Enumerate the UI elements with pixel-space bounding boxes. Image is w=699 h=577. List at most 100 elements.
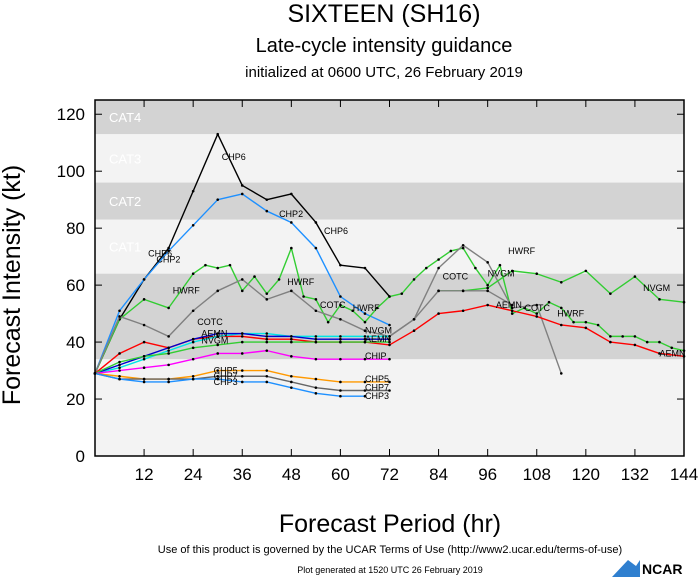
data-point — [265, 374, 269, 378]
data-point — [510, 309, 514, 313]
series-label: COTC — [320, 300, 346, 310]
y-tick-label: 120 — [57, 105, 85, 124]
data-point — [240, 340, 244, 344]
data-point — [339, 389, 342, 392]
series-line-chp3 — [94, 372, 365, 397]
x-tick-label: 144 — [670, 465, 698, 484]
category-label: CAT1 — [109, 240, 141, 255]
category-label: CAT3 — [109, 151, 141, 166]
data-point — [167, 352, 170, 355]
data-point — [486, 303, 489, 307]
category-label: CAT4 — [109, 110, 141, 125]
data-point — [363, 337, 367, 341]
data-point — [339, 357, 342, 361]
data-point — [314, 309, 318, 313]
data-point — [314, 386, 318, 389]
data-point — [363, 389, 367, 392]
data-point — [265, 198, 269, 201]
data-point — [204, 263, 207, 267]
data-point — [388, 323, 391, 327]
data-point — [191, 337, 195, 341]
data-point — [240, 289, 244, 293]
data-point — [314, 221, 318, 224]
data-point — [191, 377, 195, 381]
data-point — [314, 340, 318, 344]
data-point — [437, 312, 440, 315]
series-label: HWRF — [508, 246, 535, 256]
data-point — [339, 317, 342, 321]
chart-subtitle: Late-cycle intensity guidance — [256, 35, 513, 57]
data-point — [240, 184, 244, 187]
data-point — [633, 275, 637, 278]
data-point — [290, 340, 293, 344]
data-point — [290, 337, 293, 341]
data-point — [363, 380, 367, 384]
data-point — [240, 332, 244, 335]
data-point — [633, 343, 637, 347]
y-tick-label: 60 — [66, 276, 85, 295]
ncar-logo: NCAR — [612, 560, 682, 577]
series-label: CHP3 — [214, 377, 238, 387]
data-point — [388, 295, 391, 298]
series-label: CHIP — [365, 351, 387, 361]
data-point — [510, 303, 514, 307]
series-label: CHP5 — [214, 365, 238, 375]
data-point — [486, 289, 489, 293]
series-label: NVGM — [488, 269, 515, 279]
x-tick-label: 72 — [380, 465, 399, 484]
category-bands: CAT4 CAT3 CAT2 CAT1 — [95, 100, 684, 456]
data-point — [510, 306, 514, 310]
data-point — [559, 372, 563, 375]
data-point — [142, 377, 146, 381]
ncar-logo-mark — [612, 560, 640, 577]
data-point — [240, 192, 244, 196]
data-point — [216, 335, 220, 338]
data-point — [461, 243, 465, 247]
series-label: CHP6 — [324, 226, 348, 236]
data-point — [351, 309, 354, 313]
series-label: HWRF — [173, 286, 200, 296]
data-point — [400, 292, 404, 295]
series-label: AEMN — [496, 300, 522, 310]
x-tick-label: 132 — [621, 465, 649, 484]
y-tick-label: 100 — [57, 162, 85, 181]
data-point — [302, 295, 305, 298]
x-tick-label: 120 — [572, 465, 600, 484]
data-point — [191, 374, 195, 378]
data-point — [363, 394, 367, 398]
data-point — [363, 340, 367, 344]
data-point — [240, 374, 244, 378]
data-point — [584, 326, 588, 330]
data-point — [265, 209, 269, 213]
data-point — [388, 335, 391, 338]
series-label: AEMN — [201, 328, 227, 338]
series-label: NVGM — [365, 326, 392, 336]
series-label: CHP3 — [365, 391, 389, 401]
x-tick-label: 12 — [135, 465, 154, 484]
series-group — [93, 132, 686, 398]
data-point — [486, 261, 489, 264]
data-point — [191, 272, 195, 276]
category-band — [95, 182, 684, 220]
data-point — [216, 266, 220, 270]
data-point — [670, 346, 674, 350]
data-point — [339, 337, 342, 341]
data-point — [142, 380, 146, 384]
data-point — [265, 337, 269, 341]
data-point — [216, 374, 220, 378]
data-point — [142, 323, 146, 327]
series-line-cotc — [94, 244, 562, 374]
data-point — [191, 224, 195, 227]
data-point — [240, 380, 244, 384]
data-point — [461, 246, 465, 250]
data-point — [265, 332, 269, 335]
data-point — [412, 317, 416, 321]
data-point — [498, 263, 502, 267]
data-point — [167, 377, 170, 381]
data-point — [314, 298, 318, 301]
data-point — [363, 266, 367, 270]
data-point — [437, 266, 440, 270]
series-label: AEMN — [365, 334, 391, 344]
data-point — [290, 246, 293, 250]
data-point — [118, 315, 121, 318]
